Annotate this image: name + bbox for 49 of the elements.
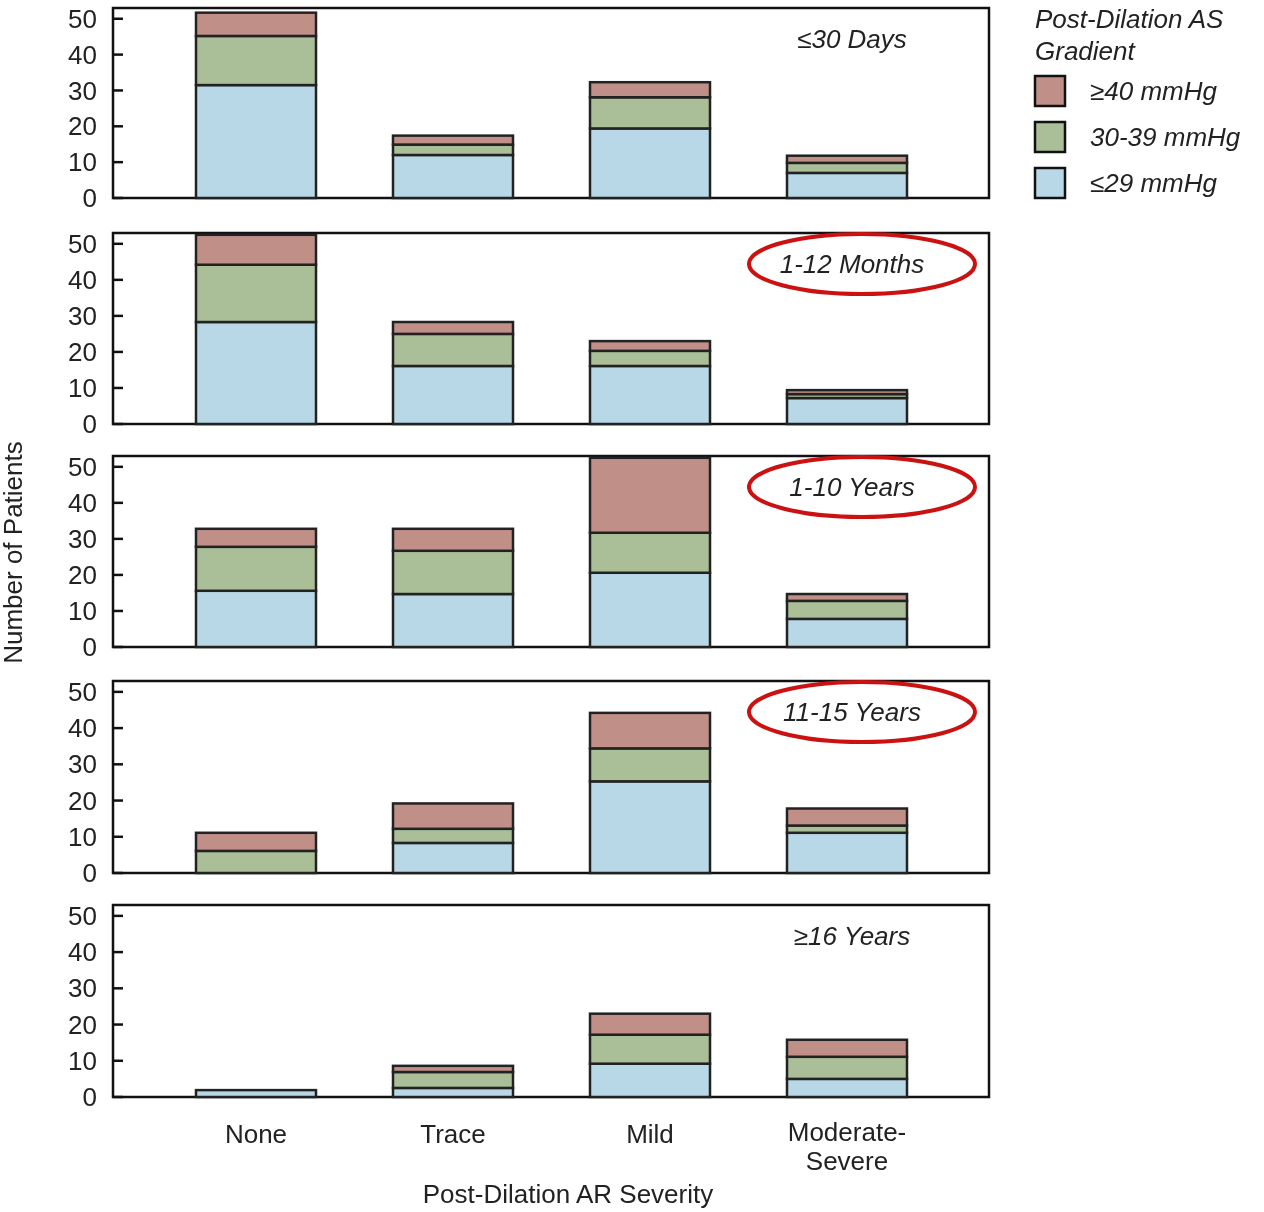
y-tick-label: 40 xyxy=(68,487,97,518)
x-tick-label: None xyxy=(224,1119,288,1149)
y-tick-label: 0 xyxy=(82,183,97,214)
y-tick-label: 30 xyxy=(68,749,97,780)
y-tick-label: 40 xyxy=(68,937,97,968)
y-tick-label: 40 xyxy=(68,713,97,744)
x-tick-label: Mild xyxy=(626,1119,674,1149)
y-tick-label: 20 xyxy=(68,785,97,816)
y-tick-label: 50 xyxy=(68,451,97,482)
y-tick-label: 20 xyxy=(68,560,97,591)
y-tick-label: 10 xyxy=(68,596,97,627)
y-tick-label: 20 xyxy=(68,1009,97,1040)
x-tick-label: Moderate-Severe xyxy=(787,1117,907,1176)
y-tick-label: 40 xyxy=(68,264,97,295)
y-tick-label: 0 xyxy=(82,858,97,889)
y-tick-label: 10 xyxy=(68,373,97,404)
bar xyxy=(785,388,909,396)
y-tick-label: 10 xyxy=(68,821,97,852)
y-tick-label: 30 xyxy=(68,523,97,554)
y-tick-label: 0 xyxy=(82,1082,97,1113)
y-tick-label: 30 xyxy=(68,300,97,331)
text: ≥16 Years xyxy=(793,921,911,951)
text: 1-12 Months xyxy=(779,249,925,279)
y-axis-title: Number of Patients xyxy=(0,441,28,664)
text: ≤30 Days xyxy=(797,24,907,54)
x-tick-label: Trace xyxy=(420,1119,486,1149)
text: 11-15 Years xyxy=(783,697,921,727)
y-tick-label: 0 xyxy=(82,409,97,440)
x-axis-title: Post-Dilation AR Severity xyxy=(422,1179,714,1209)
y-tick-label: 40 xyxy=(68,39,97,70)
bar xyxy=(785,831,909,875)
y-tick-label: 50 xyxy=(68,228,97,259)
y-tick-label: 20 xyxy=(68,111,97,142)
y-tick-label: 30 xyxy=(68,973,97,1004)
bar xyxy=(194,1088,318,1099)
legend-title: Post-Dilation AS Gradient xyxy=(1035,4,1224,66)
y-tick-label: 50 xyxy=(68,676,97,707)
y-tick-label: 10 xyxy=(68,147,97,178)
y-tick-label: 10 xyxy=(68,1045,97,1076)
y-tick-label: 20 xyxy=(68,337,97,368)
y-tick-label: 0 xyxy=(82,632,97,663)
bar xyxy=(785,396,909,426)
legend-label: ≤29 mmHg xyxy=(1090,168,1218,199)
legend-label: ≥40 mmHg xyxy=(1090,76,1218,107)
y-tick-label: 50 xyxy=(68,3,97,34)
y-tick-label: 50 xyxy=(68,900,97,931)
y-tick-label: 30 xyxy=(68,75,97,106)
text: 1-10 Years xyxy=(789,472,915,502)
legend-label: 30-39 mmHg xyxy=(1090,122,1241,153)
